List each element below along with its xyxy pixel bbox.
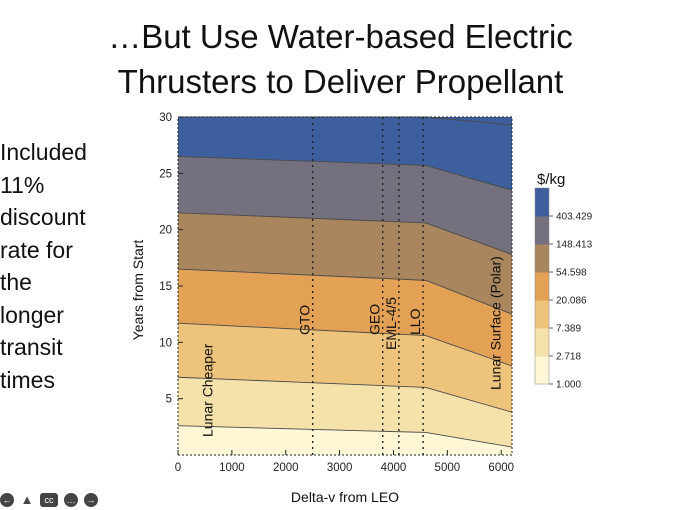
contour-band: [178, 323, 512, 413]
x-tick-label: 6000: [488, 462, 514, 474]
marker-label: EML-4/5: [383, 297, 399, 350]
slide-title-line1: …But Use Water-based Electric: [108, 18, 573, 55]
side-note-line: 11%: [0, 171, 45, 198]
slide-title-line2: Thrusters to Deliver Propellant: [117, 63, 564, 100]
contour-band: [178, 117, 512, 191]
x-tick-label: 3000: [327, 462, 353, 474]
contour-lines: [177, 116, 513, 448]
y-tick-label: 30: [159, 112, 172, 124]
legend-swatch: [535, 244, 549, 273]
side-note-line: transit: [0, 334, 63, 360]
marker-label: LLO: [407, 308, 423, 335]
x-tick-label: 0: [175, 462, 181, 474]
marker-label: Lunar Surface (Polar): [487, 256, 503, 390]
captions-icon[interactable]: cc: [40, 493, 58, 507]
legend-title: $/kg: [537, 171, 565, 188]
x-tick-label: 5000: [435, 462, 461, 474]
contour-line: [178, 116, 513, 126]
side-note-line: times: [0, 366, 55, 393]
side-note-line: Included: [0, 139, 87, 165]
contour-line: [177, 155, 513, 191]
prev-icon[interactable]: ←: [0, 493, 14, 507]
legend-label: 148.413: [556, 240, 593, 251]
legend-label: 54.598: [556, 268, 587, 279]
contour-band: [178, 212, 512, 315]
contour-band: [178, 156, 512, 255]
marker-label: GTO: [297, 305, 313, 335]
side-note-line: rate for: [0, 236, 73, 263]
x-tick-label: 1000: [219, 462, 245, 474]
y-tick-label: 10: [159, 337, 172, 349]
legend-label: 2.718: [556, 352, 581, 363]
x-axis-label: Delta-v from LEO: [291, 489, 399, 505]
legend-label: 403.429: [556, 212, 593, 223]
contour-bands: [178, 117, 512, 455]
x-tick-label: 4000: [381, 462, 407, 474]
legend-frame: [534, 187, 550, 385]
contour-line: [177, 322, 513, 367]
legend-swatch: [535, 272, 549, 301]
y-axis-label: Years from Start: [130, 240, 146, 341]
legend-swatch: [535, 300, 549, 329]
marker-label: Lunar Cheaper: [200, 343, 216, 437]
contour-line: [177, 212, 513, 255]
y-tick-label: 5: [166, 394, 172, 406]
y-tick-label: 25: [159, 168, 172, 180]
contour-line: [177, 376, 513, 413]
marker-label: GEO: [367, 304, 383, 335]
contour-line: [177, 425, 513, 448]
legend-label: 1.000: [556, 380, 581, 391]
side-note-line: discount: [0, 204, 86, 230]
contour-band: [178, 377, 512, 448]
legend-label: 7.389: [556, 324, 581, 335]
slide-controls: ← ▲ cc … →: [0, 491, 98, 509]
color-legend: 403.429 148.413 54.598 20.086 7.389 2.718 1.00…: [534, 187, 593, 391]
y-tick-label: 20: [159, 225, 172, 237]
legend-swatch: [535, 188, 549, 217]
legend-swatch: [535, 356, 549, 385]
more-icon[interactable]: …: [64, 493, 78, 507]
legend-swatch: [535, 216, 549, 245]
delta-v-markers: Lunar Cheaper GTO GEO EML-4/5 LLO Lunar Surfa…: [200, 117, 503, 455]
side-note-line: the: [0, 269, 32, 295]
chart-axes: 0 1000 2000 3000 4000 5000 6000 5 10 15 20 25 30: [159, 112, 514, 474]
side-note-line: longer: [0, 301, 64, 328]
legend-swatch: [535, 328, 549, 357]
next-icon[interactable]: →: [84, 493, 98, 507]
contour-line: [177, 268, 513, 315]
x-tick-label: 2000: [273, 462, 299, 474]
contour-band: [178, 117, 512, 125]
contour-band: [178, 269, 512, 366]
pointer-icon[interactable]: ▲: [20, 492, 34, 507]
side-note: Included 11% discount rate for the longe…: [0, 136, 120, 396]
legend-label: 20.086: [556, 296, 587, 307]
y-tick-label: 15: [159, 281, 172, 293]
